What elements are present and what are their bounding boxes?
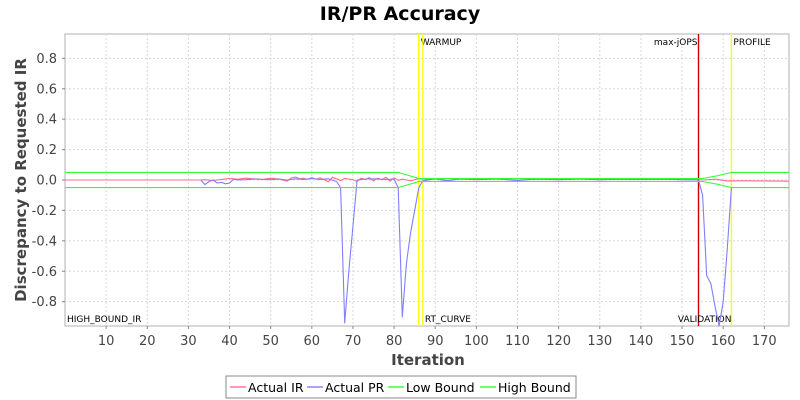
x-tick-label: 50 xyxy=(262,334,279,349)
y-tick-label: -0.6 xyxy=(32,265,57,280)
x-tick-label: 30 xyxy=(180,334,197,349)
marker-label-validation: VALIDATION xyxy=(678,315,732,325)
x-tick-label: 160 xyxy=(711,334,736,349)
y-tick-label: 0.4 xyxy=(36,113,57,128)
legend-label-actual-pr: Actual PR xyxy=(325,380,385,395)
y-axis-ticks: -0.8 -0.6 -0.4 -0.2 0.0 0.2 0.4 0.6 0.8 xyxy=(32,52,65,310)
marker-label-rt_curve: RT_CURVE xyxy=(425,315,471,325)
y-axis-label: Discrepancy to Requested IR xyxy=(12,58,30,302)
x-tick-label: 90 xyxy=(427,334,444,349)
x-tick-label: 10 xyxy=(98,334,115,349)
legend: Actual IR Actual PR Low Bound High Bound xyxy=(225,375,577,399)
y-tick-label: -0.2 xyxy=(32,204,57,219)
legend-label-actual-ir: Actual IR xyxy=(248,380,304,395)
series-line-low-bound xyxy=(65,180,789,189)
x-tick-label: 170 xyxy=(752,334,777,349)
x-axis-label: Iteration xyxy=(391,351,465,369)
y-tick-label: 0.2 xyxy=(36,143,57,158)
chart-title: IR/PR Accuracy xyxy=(320,3,481,25)
x-tick-label: 40 xyxy=(221,334,238,349)
x-tick-label: 130 xyxy=(587,334,612,349)
marker-label-high_bound_ir: HIGH_BOUND_IR xyxy=(67,315,141,325)
series-lines xyxy=(65,171,790,327)
series-line-high-bound xyxy=(65,171,789,180)
legend-label-high-bound: High Bound xyxy=(498,380,571,395)
series-line-actual-pr xyxy=(200,177,732,327)
y-tick-label: -0.4 xyxy=(32,234,57,249)
x-tick-label: 100 xyxy=(464,334,489,349)
x-tick-label: 20 xyxy=(139,334,156,349)
x-tick-label: 140 xyxy=(628,334,653,349)
x-axis-ticks: 10 20 30 40 50 60 70 80 90 100 110 120 130 140 150 160 1… xyxy=(98,326,777,349)
marker-label-profile: PROFILE xyxy=(733,38,771,48)
x-tick-label: 120 xyxy=(546,334,571,349)
x-tick-label: 70 xyxy=(345,334,362,349)
y-tick-label: 0.0 xyxy=(36,174,57,189)
y-tick-label: 0.6 xyxy=(36,82,57,97)
y-tick-label: -0.8 xyxy=(32,295,57,310)
x-tick-label: 80 xyxy=(386,334,403,349)
x-tick-label: 110 xyxy=(505,334,530,349)
y-tick-label: 0.8 xyxy=(36,52,57,67)
marker-label-max-jops: max-jOPS xyxy=(654,38,698,48)
x-tick-label: 60 xyxy=(304,334,321,349)
marker-label-warmup: WARMUP xyxy=(421,38,462,48)
legend-label-low-bound: Low Bound xyxy=(406,380,475,395)
x-tick-label: 150 xyxy=(670,334,695,349)
